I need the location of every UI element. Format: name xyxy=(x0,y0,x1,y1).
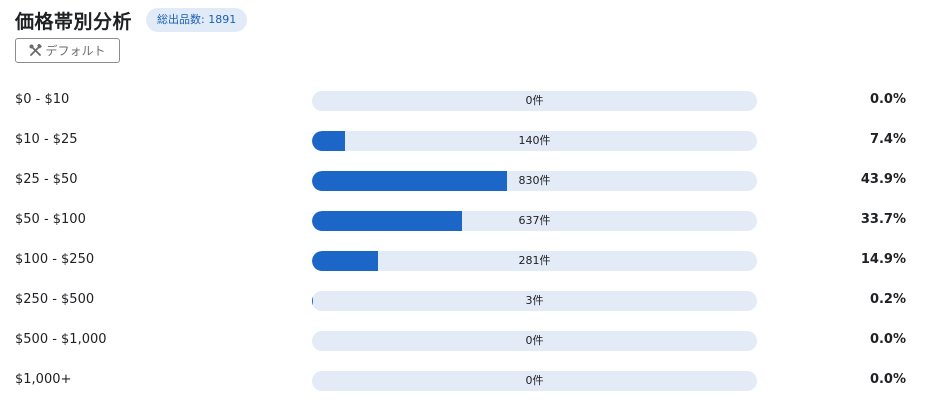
listing-count: 0件 xyxy=(525,374,544,387)
share-percent: 7.4% xyxy=(869,132,906,147)
price-range-label: $0 - $10 xyxy=(15,92,70,107)
listing-count: 281件 xyxy=(518,254,551,267)
share-percent: 0.0% xyxy=(869,332,906,347)
listing-count: 0件 xyxy=(525,94,544,107)
default-button[interactable]: デフォルト xyxy=(15,38,120,63)
share-bar-track: 0件 xyxy=(312,371,757,391)
price-range-label: $10 - $25 xyxy=(15,132,78,147)
listing-count: 3件 xyxy=(525,294,544,307)
price-band-row: $1,000+ 0件 0.0% xyxy=(0,360,930,400)
share-bar-track: 140件 xyxy=(312,131,757,151)
listing-count: 0件 xyxy=(525,334,544,347)
price-band-row: $100 - $250 281件 14.9% xyxy=(0,240,930,280)
price-band-row: $250 - $500 3件 0.2% xyxy=(0,280,930,320)
share-bar-track: 830件 xyxy=(312,171,757,191)
listing-count: 637件 xyxy=(518,214,551,227)
share-bar-fill xyxy=(312,291,313,311)
price-band-row: $25 - $50 830件 43.9% xyxy=(0,160,930,200)
price-range-label: $1,000+ xyxy=(15,372,72,387)
share-percent: 43.9% xyxy=(860,172,906,187)
share-percent: 0.0% xyxy=(869,92,906,107)
panel-header: 価格帯別分析 総出品数: 1891 xyxy=(15,6,248,34)
share-percent: 33.7% xyxy=(860,212,906,227)
share-bar-fill xyxy=(312,211,462,231)
price-band-list: $0 - $10 0件 0.0% $10 - $25 140件 7.4% $25 - $50… xyxy=(0,80,930,400)
listing-count: 140件 xyxy=(518,134,551,147)
share-bar-track: 0件 xyxy=(312,91,757,111)
share-bar-track: 281件 xyxy=(312,251,757,271)
page-title: 価格帯別分析 xyxy=(15,10,133,33)
price-range-label: $250 - $500 xyxy=(15,292,95,307)
default-button-label: デフォルト xyxy=(45,44,106,58)
share-bar-fill xyxy=(312,171,508,191)
tools-icon xyxy=(29,44,43,57)
share-percent: 0.0% xyxy=(869,372,906,387)
share-percent: 14.9% xyxy=(860,252,906,267)
share-percent: 0.2% xyxy=(869,292,906,307)
price-range-label: $50 - $100 xyxy=(15,212,86,227)
share-bar-track: 3件 xyxy=(312,291,757,311)
share-bar-fill xyxy=(312,251,379,271)
listing-count: 830件 xyxy=(518,174,551,187)
share-bar-fill xyxy=(312,131,345,151)
price-range-label: $500 - $1,000 xyxy=(15,332,107,347)
price-band-row: $10 - $25 140件 7.4% xyxy=(0,120,930,160)
share-bar-track: 0件 xyxy=(312,331,757,351)
share-bar-track: 637件 xyxy=(312,211,757,231)
price-range-label: $25 - $50 xyxy=(15,172,78,187)
price-band-row: $500 - $1,000 0件 0.0% xyxy=(0,320,930,360)
price-band-row: $0 - $10 0件 0.0% xyxy=(0,80,930,120)
price-range-label: $100 - $250 xyxy=(15,252,95,267)
price-band-row: $50 - $100 637件 33.7% xyxy=(0,200,930,240)
total-listings-badge: 総出品数: 1891 xyxy=(146,8,248,32)
